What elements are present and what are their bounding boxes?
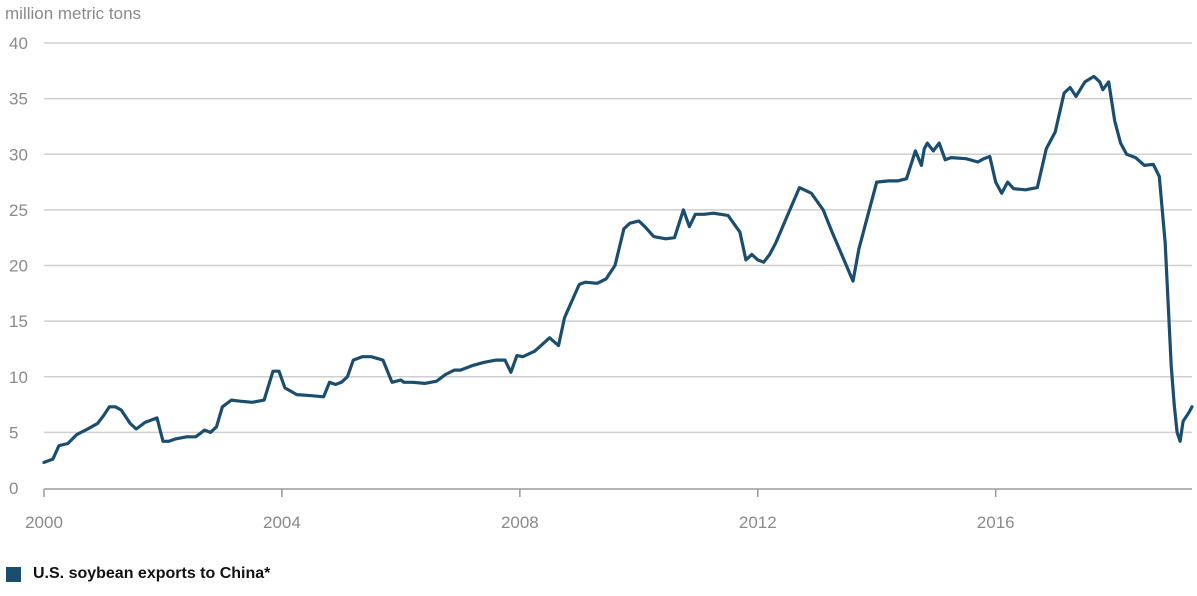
y-tick-label-10: 10 bbox=[9, 368, 28, 387]
y-tick-label-30: 30 bbox=[9, 145, 28, 164]
x-tick-label-2016: 2016 bbox=[977, 513, 1015, 532]
y-tick-label-15: 15 bbox=[9, 312, 28, 331]
legend: U.S. soybean exports to China* bbox=[6, 565, 270, 583]
y-tick-label-25: 25 bbox=[9, 201, 28, 220]
x-tick-label-2000: 2000 bbox=[25, 513, 63, 532]
y-tick-label-20: 20 bbox=[9, 257, 28, 276]
x-tick-label-2008: 2008 bbox=[501, 513, 539, 532]
y-axis-unit-label: million metric tons bbox=[5, 4, 142, 23]
x-tick-label-2012: 2012 bbox=[739, 513, 777, 532]
x-tick-label-2004: 2004 bbox=[263, 513, 301, 532]
y-tick-label-5: 5 bbox=[9, 423, 18, 442]
y-axis-tick-labels: 0 5 10 15 20 25 30 35 40 bbox=[9, 34, 28, 498]
legend-swatch bbox=[6, 566, 21, 582]
gridlines bbox=[44, 42, 1192, 434]
legend-label: U.S. soybean exports to China* bbox=[33, 565, 271, 582]
y-tick-label-35: 35 bbox=[9, 90, 28, 109]
y-tick-label-40: 40 bbox=[9, 34, 28, 53]
x-axis-tick-labels: 2000 2004 2008 2012 2016 bbox=[25, 489, 1015, 532]
series-lines bbox=[42, 74, 1194, 464]
series-line-0 bbox=[42, 74, 1194, 464]
y-tick-label-0: 0 bbox=[9, 479, 18, 498]
